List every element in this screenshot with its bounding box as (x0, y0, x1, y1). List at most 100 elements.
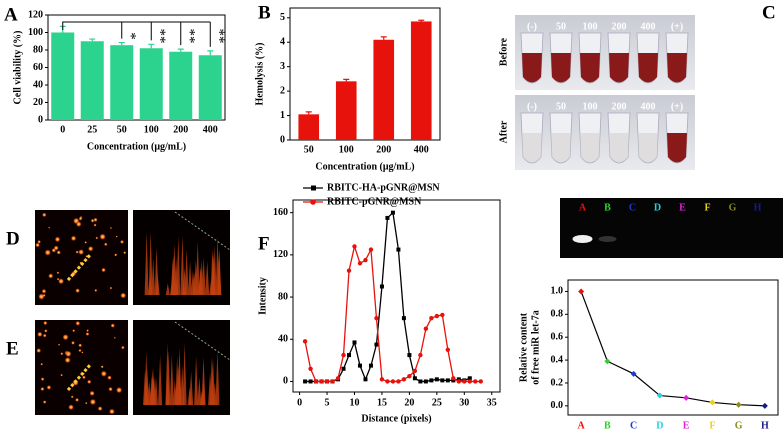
photo-axis (174, 211, 231, 251)
photo-peak (181, 283, 186, 295)
y-tick-label: 20 (33, 97, 43, 108)
photo-spot (95, 236, 99, 240)
photo-spot (70, 235, 77, 242)
photo-spot (43, 320, 48, 326)
photo-peak (211, 252, 216, 295)
photo-spot (120, 292, 127, 299)
point (456, 379, 462, 384)
photo-spot (57, 343, 61, 346)
y-tick-label: 0 (38, 114, 43, 125)
point (357, 363, 362, 368)
photo-spot (120, 345, 125, 350)
point (385, 379, 390, 384)
photo-peak (205, 260, 210, 295)
point (418, 379, 423, 384)
photo-spot (86, 329, 89, 332)
y-tick-label: 80 (278, 291, 288, 302)
point (445, 347, 451, 353)
photo-spot (108, 408, 116, 415)
photo-peak (155, 273, 160, 295)
photo-spot (90, 218, 95, 223)
photo-spot (75, 221, 82, 228)
y-axis-label: of free miR let-7a (530, 310, 541, 385)
point (709, 399, 716, 406)
point (385, 215, 390, 220)
photo-spot (78, 216, 83, 221)
error-bar (118, 41, 125, 46)
photo-peak (215, 351, 220, 405)
photo-spot (78, 343, 83, 348)
x-tick-label: 0 (297, 397, 302, 408)
x-tick-label: 200 (376, 144, 391, 155)
photo-spot (53, 245, 59, 251)
point (368, 247, 374, 252)
gel-band (572, 235, 593, 243)
tube-content (580, 133, 600, 163)
x-tick-label: H (761, 420, 769, 431)
point (429, 315, 434, 321)
photo-spot (44, 249, 52, 256)
photo-peak (175, 356, 180, 405)
point (440, 312, 445, 318)
x-tick-label: 50 (117, 124, 127, 135)
y-tick-label: 40 (278, 334, 288, 345)
error-bar (89, 38, 96, 42)
photo-spot (41, 288, 47, 294)
tube-content (551, 133, 571, 163)
photo-spot (87, 245, 94, 252)
photo-spot (60, 373, 63, 377)
photo-spot (94, 288, 98, 292)
photo (515, 15, 695, 90)
photo-peak (165, 283, 170, 295)
error-bar (207, 50, 214, 56)
photo-spot (78, 248, 85, 256)
photo-peak (176, 236, 181, 295)
photo-peak (197, 377, 202, 405)
photo-spot (71, 340, 76, 345)
y-tick-label: 0 (280, 134, 285, 145)
x-tick-label: 0 (60, 124, 65, 135)
gel-photo (560, 198, 783, 258)
panel-label: A (4, 4, 18, 25)
y-tick-label: 0.0 (551, 400, 564, 411)
tube-label: (+) (671, 101, 683, 112)
bar (335, 81, 357, 140)
tube-content (522, 53, 542, 83)
y-tick-label: 1 (280, 110, 285, 121)
x-tick-label: 400 (203, 124, 218, 135)
photo-spot (40, 386, 45, 392)
photo-spot (100, 370, 108, 378)
point (761, 402, 768, 409)
y-axis-label: Cell viability (%) (12, 31, 23, 105)
bar (110, 45, 134, 120)
y-tick-label: 100 (28, 27, 43, 38)
y-tick-label: 0.4 (551, 354, 564, 365)
photo-spot (70, 395, 74, 399)
point (324, 379, 330, 384)
photo-peak (144, 232, 149, 295)
x-tick-label: 10 (349, 397, 359, 408)
y-tick-label: 120 (28, 9, 43, 20)
x-tick-label: 5 (325, 397, 330, 408)
point (423, 326, 429, 331)
photo-spot (97, 406, 103, 412)
lane-label: B (604, 202, 611, 213)
tube-content (580, 53, 600, 83)
photo-spot (101, 267, 106, 273)
photo-spot (84, 241, 88, 244)
point (407, 353, 412, 358)
bar (410, 21, 432, 141)
y-tick-label: 0.6 (551, 332, 564, 343)
lane-label: D (654, 202, 661, 213)
legend-marker (310, 199, 316, 205)
y-tick-label: 0 (283, 376, 288, 387)
tube-content (522, 133, 542, 163)
photo-spot (81, 351, 84, 354)
tube-label: 50 (556, 21, 566, 32)
lane-label: C (629, 202, 636, 213)
photo-spot (48, 226, 51, 229)
photo-peak (194, 356, 199, 405)
series-line (304, 243, 481, 383)
x-tick-label: 50 (304, 144, 314, 155)
tube-label: (+) (671, 21, 683, 32)
